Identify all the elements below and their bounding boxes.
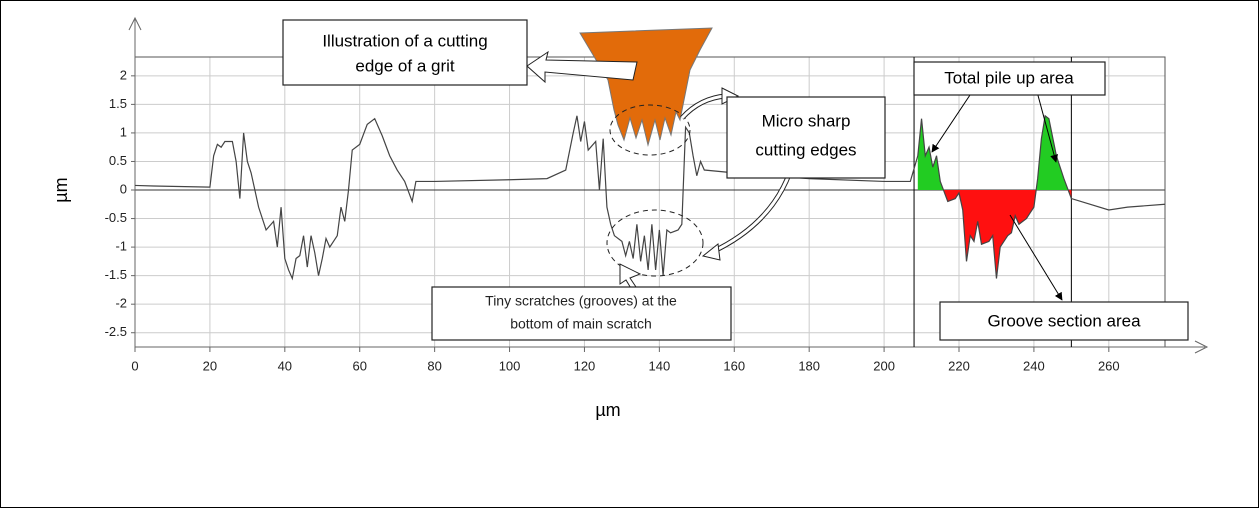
annotation-text: Tiny scratches (grooves) at the	[485, 293, 677, 309]
pointer-arrow	[931, 91, 973, 153]
x-tick-label: 200	[873, 358, 895, 373]
plot	[134, 57, 1166, 347]
x-axis-arrow	[1194, 340, 1209, 354]
annotation-text: edge of a grit	[355, 56, 455, 75]
pointer-arrow	[1009, 214, 1063, 301]
y-tick-label: -2	[115, 296, 127, 311]
annotations: Illustration of a cutting edge of a grit…	[282, 19, 1189, 341]
x-tick-label: 0	[131, 358, 138, 373]
annotation-box	[431, 286, 732, 341]
grit-illustration	[579, 27, 713, 147]
annotation-text: Total pile up area	[944, 68, 1074, 87]
block-arrow	[526, 50, 638, 84]
x-axis-label: µm	[595, 400, 620, 420]
x-tick-label: 220	[948, 358, 970, 373]
annotation-text: bottom of main scratch	[510, 316, 652, 332]
y-tick-label: -1	[115, 239, 127, 254]
x-tick-label: 120	[574, 358, 596, 373]
annotation-text: Illustration of a cutting	[322, 31, 487, 50]
x-tick-label: 240	[1023, 358, 1045, 373]
y-axis-arrow	[128, 16, 142, 31]
x-tick-label: 100	[499, 358, 521, 373]
x-tick-label: 160	[723, 358, 745, 373]
pointer-arrow	[1035, 87, 1058, 163]
pile-up-area	[917, 115, 1069, 191]
y-tick-label: 1.5	[109, 96, 127, 111]
profile-line	[134, 114, 1166, 281]
y-tick-label: 0.5	[109, 153, 127, 168]
y-tick-label: 0	[120, 181, 127, 196]
y-tick-label: -1.5	[105, 267, 127, 282]
x-tick-label: 260	[1098, 358, 1120, 373]
dashed-ellipse	[609, 104, 691, 156]
annotation-box	[913, 61, 1106, 96]
annotation-box	[939, 301, 1189, 341]
x-tick-label: 180	[798, 358, 820, 373]
y-tick-label: 2	[120, 67, 127, 82]
y-tick-label: -2.5	[105, 324, 127, 339]
y-tick-label: -0.5	[105, 210, 127, 225]
x-tick-label: 20	[203, 358, 217, 373]
y-axis-label: µm	[51, 177, 71, 202]
x-tick-label: 80	[427, 358, 441, 373]
annotation-box	[726, 96, 886, 179]
annotation-text: cutting edges	[755, 140, 856, 159]
arrow-head	[701, 243, 721, 261]
groove-area	[917, 190, 1072, 279]
x-tick-label: 60	[352, 358, 366, 373]
x-tick-label: 140	[649, 358, 671, 373]
dashed-ellipse	[606, 209, 704, 277]
y-tick-label: 1	[120, 124, 127, 139]
x-tick-label: 40	[278, 358, 292, 373]
annotation-text: Groove section area	[987, 311, 1141, 330]
annotation-text: Micro sharp	[762, 111, 851, 130]
annotation-box	[282, 19, 528, 86]
